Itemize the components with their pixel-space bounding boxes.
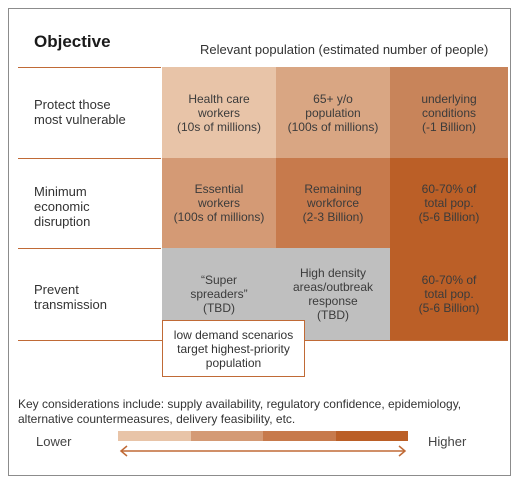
priority-scale-bar — [118, 431, 408, 441]
scale-segment — [190, 431, 263, 441]
row-label-protect-vulnerable: Protect those most vulnerable — [34, 97, 126, 127]
row-divider — [18, 248, 161, 249]
cell-total-population-transmission: 60-70% of total pop. (5-6 Billion) — [390, 248, 508, 340]
row-divider — [18, 158, 161, 159]
objective-heading: Objective — [34, 32, 111, 51]
population-heading: Relevant population (estimated number of… — [200, 42, 489, 57]
row-label-prevent-transmission: Prevent transmission — [34, 282, 107, 312]
row-label-economic-disruption: Minimum economic disruption — [34, 184, 91, 229]
scale-segment — [263, 431, 336, 441]
double-arrow-icon — [119, 445, 407, 457]
cell-essential-workers: Essential workers (100s of millions) — [162, 158, 276, 248]
scale-higher-label: Higher — [428, 434, 467, 449]
scale-lower-label: Lower — [36, 434, 72, 449]
cell-total-population-economic: 60-70% of total pop. (5-6 Billion) — [390, 158, 508, 248]
row-divider — [18, 67, 161, 68]
low-demand-callout: low demand scenarios target highest-prior… — [162, 320, 305, 377]
cell-65-plus-population: 65+ y/o population (100s of millions) — [276, 67, 390, 158]
cell-underlying-conditions: underlying conditions (-1 Billion) — [390, 67, 508, 158]
cell-health-care-workers: Health care workers (10s of millions) — [162, 67, 276, 158]
scale-segment — [118, 431, 191, 441]
scale-segment — [335, 431, 408, 441]
key-considerations-text: Key considerations include: supply avail… — [18, 397, 462, 426]
cell-remaining-workforce: Remaining workforce (2-3 Billion) — [276, 158, 390, 248]
